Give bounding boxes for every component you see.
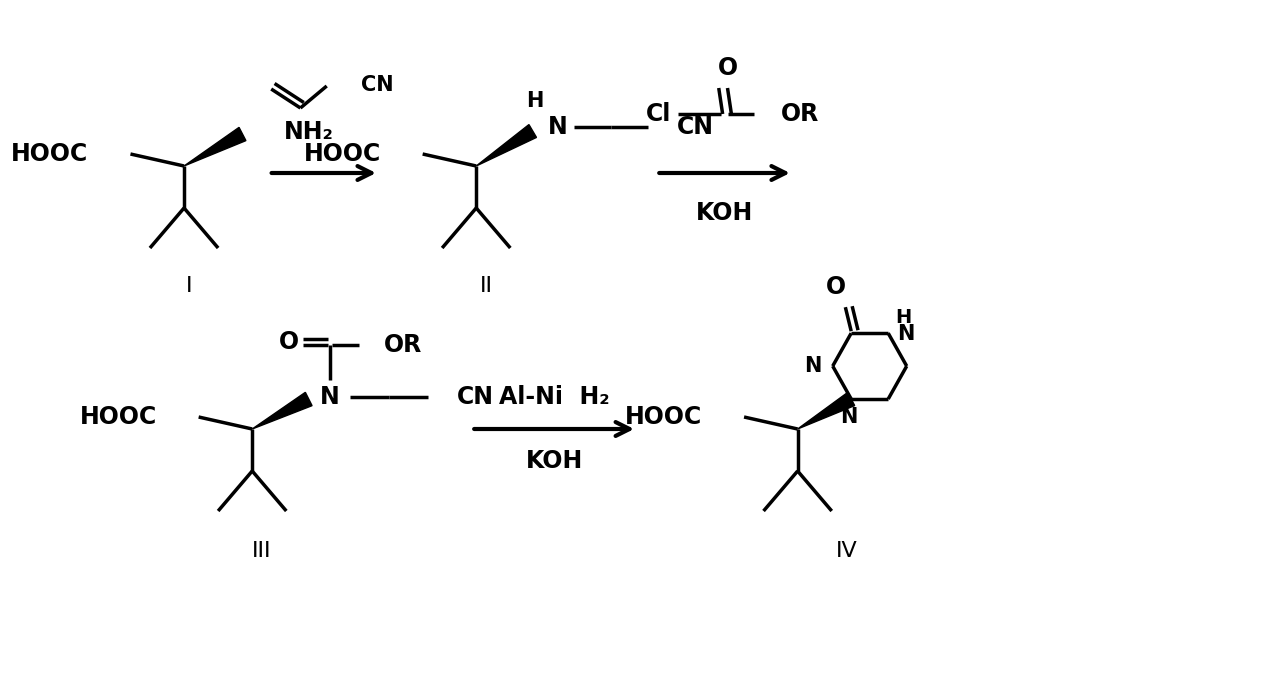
Text: CN: CN: [677, 115, 714, 139]
Polygon shape: [184, 127, 246, 166]
Text: KOH: KOH: [526, 449, 583, 473]
Text: HOOC: HOOC: [80, 405, 156, 429]
Polygon shape: [476, 124, 536, 166]
Text: OR: OR: [384, 333, 422, 357]
Text: NH₂: NH₂: [283, 120, 333, 144]
Text: N: N: [897, 324, 914, 344]
Text: I: I: [185, 276, 192, 296]
Text: Cl: Cl: [645, 102, 671, 126]
Text: N: N: [841, 407, 859, 427]
Text: III: III: [253, 541, 272, 561]
Text: O: O: [718, 56, 738, 80]
Text: KOH: KOH: [696, 201, 753, 225]
Text: N: N: [549, 115, 568, 139]
Text: H: H: [526, 91, 544, 111]
Polygon shape: [253, 392, 312, 429]
Text: O: O: [826, 275, 846, 299]
Text: N: N: [320, 385, 340, 409]
Text: N: N: [804, 356, 822, 376]
Text: CN: CN: [457, 385, 494, 409]
Text: H: H: [895, 307, 912, 327]
Text: CN: CN: [361, 75, 394, 95]
Text: O: O: [279, 330, 300, 354]
Text: Al-Ni  H₂: Al-Ni H₂: [499, 385, 610, 409]
Text: HOOC: HOOC: [625, 405, 702, 429]
Text: OR: OR: [781, 102, 819, 126]
Text: HOOC: HOOC: [11, 142, 89, 166]
Text: IV: IV: [836, 541, 857, 561]
Text: II: II: [480, 276, 493, 296]
Polygon shape: [798, 392, 855, 429]
Text: HOOC: HOOC: [304, 142, 381, 166]
